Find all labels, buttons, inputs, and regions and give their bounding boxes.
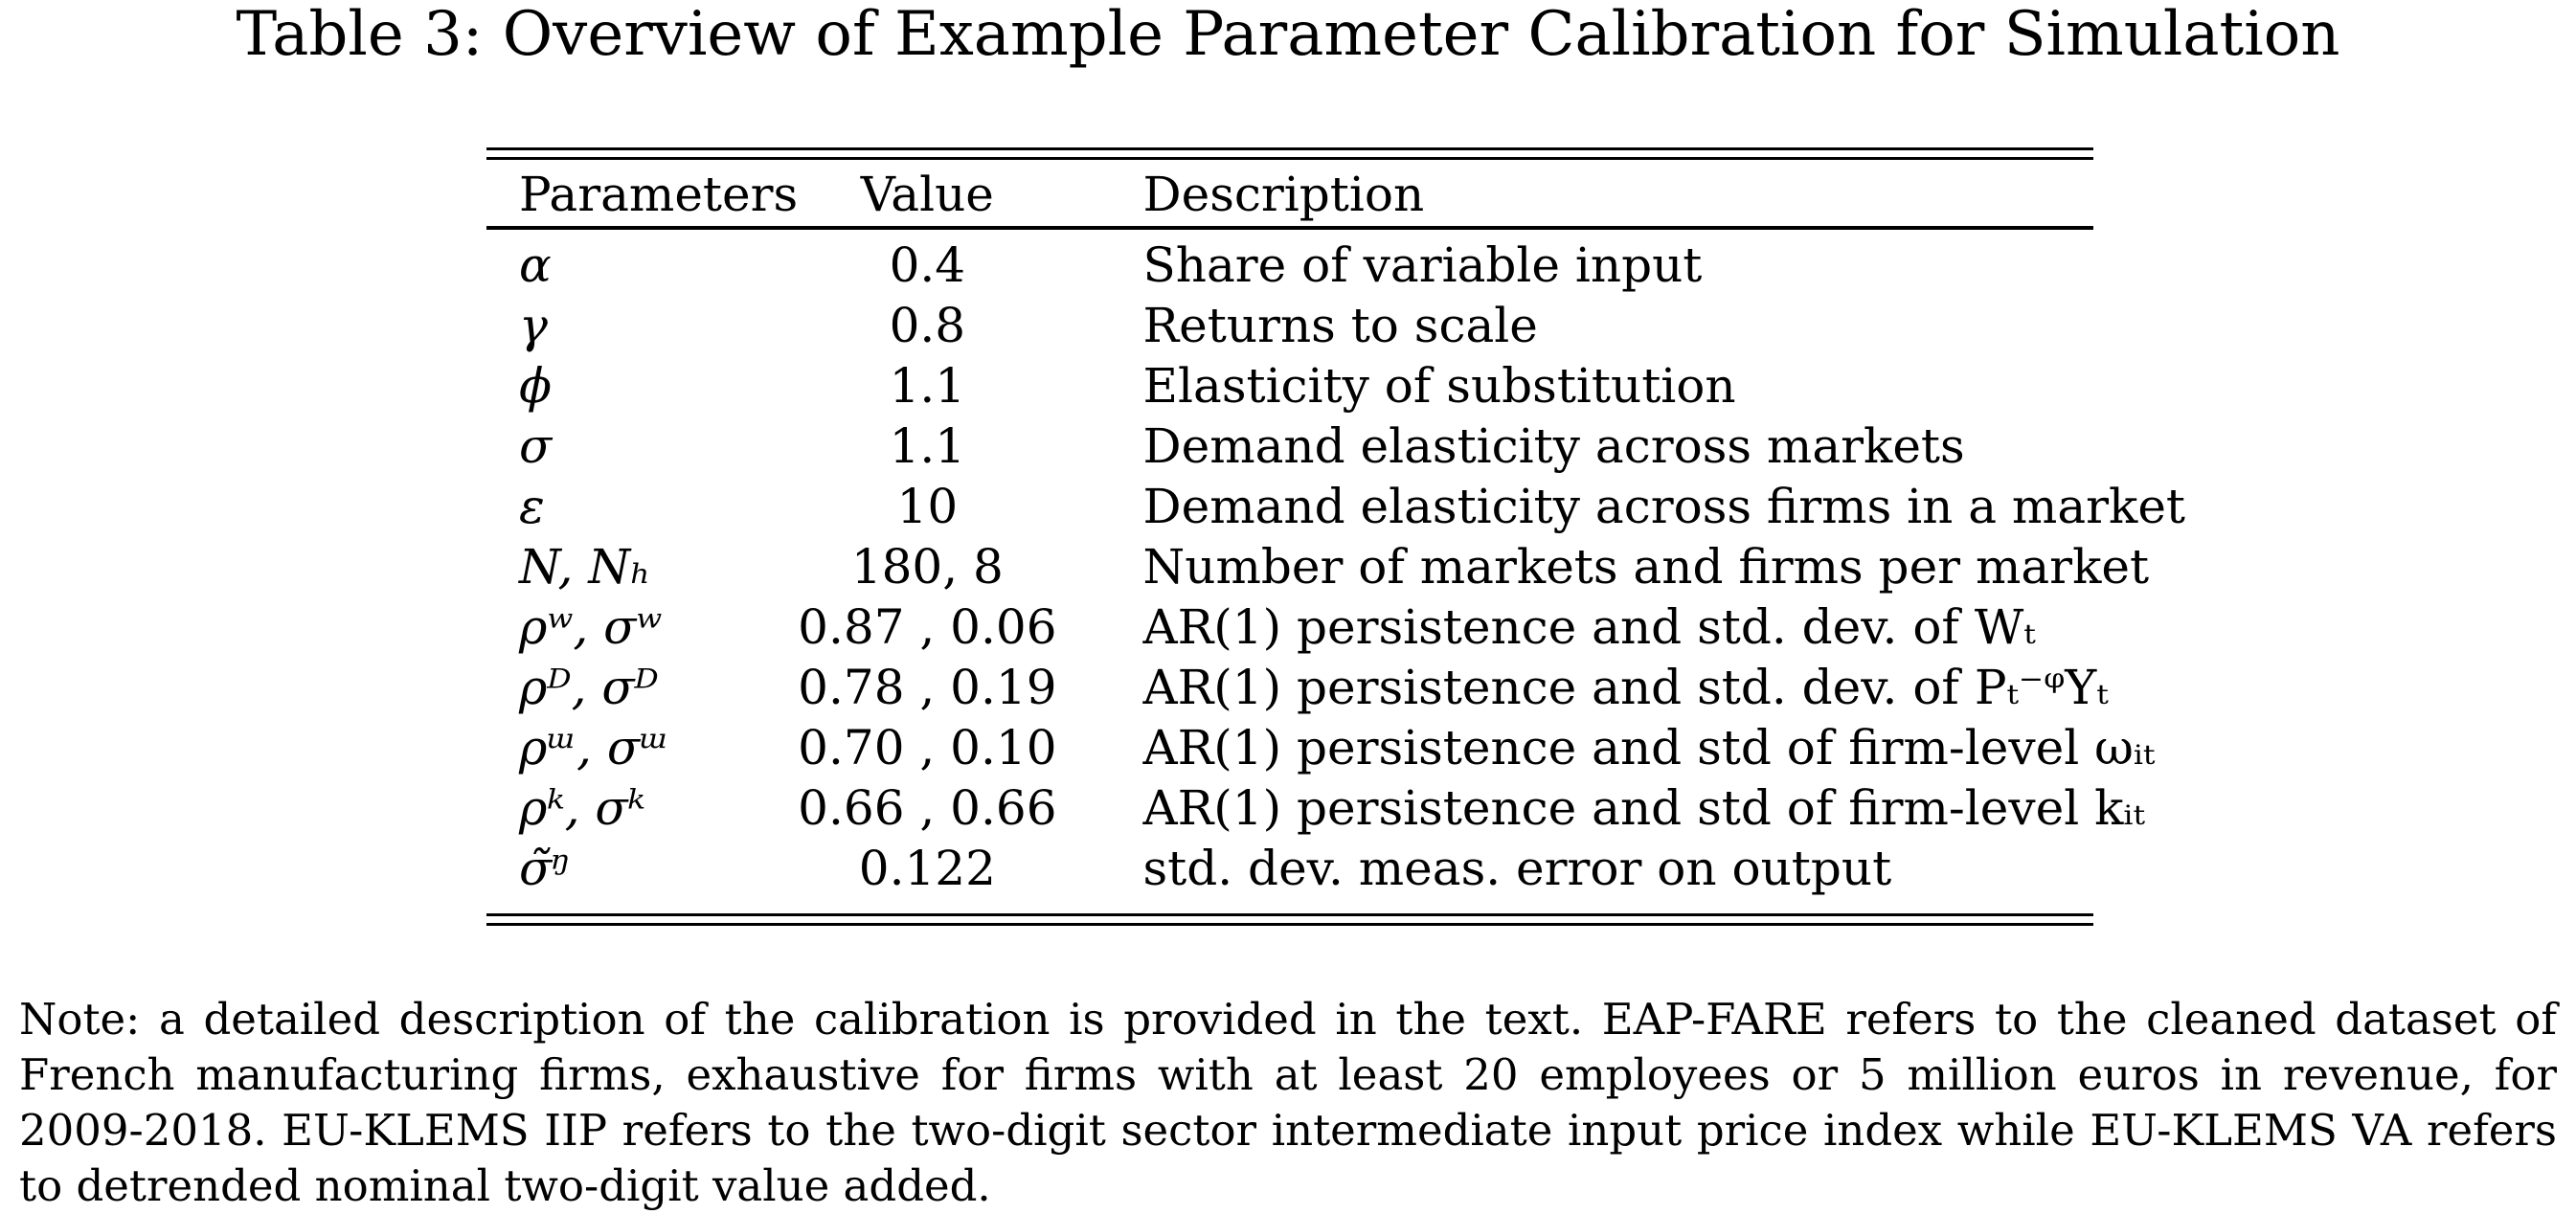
table-row: ρᵚ, σᵚ 0.70 , 0.10 AR(1) persistence and… [486,718,2185,778]
table-row: σ̃ᵑ 0.122 std. dev. meas. error on outpu… [486,839,2185,899]
table-row: α 0.4 Share of variable input [486,224,2185,296]
value-cell: 0.122 [858,841,996,896]
param-cell: ρᴰ, σᴰ [519,660,659,715]
param-cell: ρᵏ, σᵏ [519,780,645,836]
param-cell: α [519,237,552,293]
description-cell: Demand elasticity across markets [1142,418,1965,474]
table-row: ρʷ, σʷ 0.87 , 0.06 AR(1) persistence and… [486,597,2185,658]
description-cell: AR(1) persistence and std. dev. of Pₜ⁻ᵠY… [1142,660,2109,715]
value-cell: 0.4 [889,237,966,293]
param-cell: σ̃ᵑ [519,841,572,896]
description-cell: Returns to scale [1142,298,1538,353]
description-cell: Number of markets and firms per market [1142,539,2150,595]
param-cell: N, Nₕ [519,539,651,595]
param-cell: ε [519,479,545,534]
table-row: ϕ 1.1 Elasticity of substitution [486,356,2185,416]
description-cell: Share of variable input [1142,237,1703,293]
value-cell: 0.8 [889,298,966,353]
description-cell: AR(1) persistence and std of firm-level … [1142,720,2156,776]
table-row: σ 1.1 Demand elasticity across markets [486,416,2185,477]
description-cell: std. dev. meas. error on output [1142,841,1892,896]
value-cell: 1.1 [889,418,966,474]
value-cell: 0.70 , 0.10 [798,720,1057,776]
table-row: N, Nₕ 180, 8 Number of markets and firms… [486,537,2185,597]
description-cell: Elasticity of substitution [1142,358,1736,414]
parameter-grid: Parameters Value Description α 0.4 Share… [486,165,2185,899]
value-cell: 10 [896,479,959,534]
param-cell: ρʷ, σʷ [519,599,663,655]
value-cell: 0.78 , 0.19 [798,660,1057,715]
description-cell: AR(1) persistence and std. dev. of Wₜ [1142,599,2036,655]
description-cell: Demand elasticity across firms in a mark… [1142,479,2186,534]
bottom-rule-inner [486,913,2093,916]
param-cell: σ [519,418,553,474]
header-value: Value [860,167,994,222]
description-cell: AR(1) persistence and std of firm-level … [1142,780,2145,836]
value-cell: 1.1 [889,358,966,414]
bottom-rule-outer [486,923,2093,926]
header-row: Parameters Value Description [486,165,2185,224]
value-cell: 0.87 , 0.06 [798,599,1057,655]
header-parameters: Parameters [519,167,799,222]
table-caption: Table 3: Overview of Example Parameter C… [236,0,2340,70]
param-cell: γ [519,298,548,353]
header-description: Description [1142,167,1425,222]
table-row: ρᴰ, σᴰ 0.78 , 0.19 AR(1) persistence and… [486,658,2185,718]
value-cell: 180, 8 [850,539,1004,595]
table-row: ε 10 Demand elasticity across firms in a… [486,477,2185,537]
table-row: ρᵏ, σᵏ 0.66 , 0.66 AR(1) persistence and… [486,778,2185,839]
top-rule-outer [486,147,2093,150]
header-rule [486,226,2093,230]
value-cell: 0.66 , 0.66 [798,780,1057,836]
table-note: Note: a detailed description of the cali… [19,994,2557,1211]
table-row: γ 0.8 Returns to scale [486,296,2185,356]
top-rule-inner [486,157,2093,160]
param-cell: ϕ [519,358,553,414]
param-cell: ρᵚ, σᵚ [519,720,669,776]
